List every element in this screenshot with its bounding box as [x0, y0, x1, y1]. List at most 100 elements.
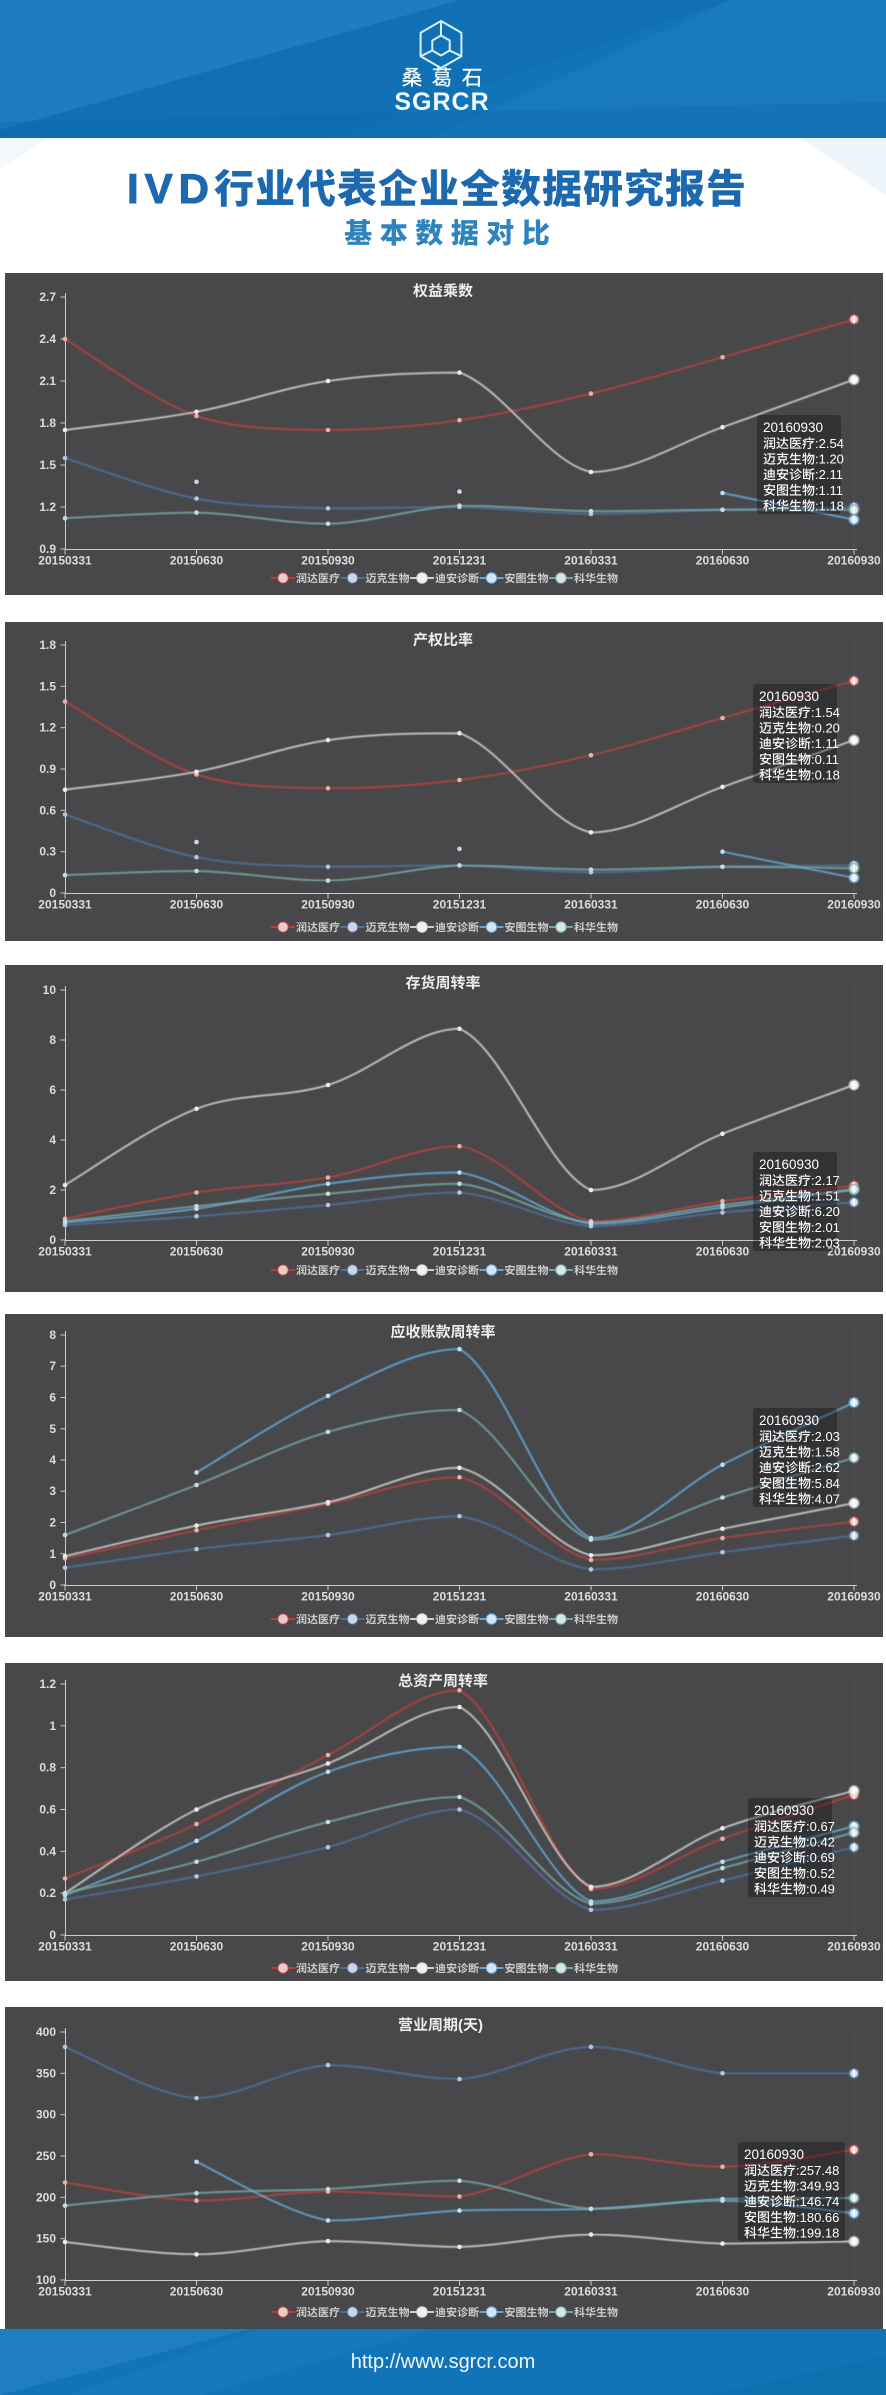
svg-text:20150930: 20150930 [301, 1940, 355, 1954]
svg-text:200: 200 [36, 2190, 56, 2204]
svg-text:20151231: 20151231 [433, 898, 487, 912]
svg-text:0.2: 0.2 [39, 1886, 56, 1900]
svg-text::0.67: :0.67 [806, 1819, 835, 1834]
svg-text:20160630: 20160630 [696, 898, 750, 912]
svg-text:20160930: 20160930 [759, 1157, 819, 1172]
svg-text::257.48: :257.48 [796, 2163, 839, 2178]
svg-text::2.03: :2.03 [811, 1235, 840, 1250]
svg-text:1.5: 1.5 [39, 679, 56, 693]
svg-text:20150930: 20150930 [301, 554, 355, 568]
svg-text:20150331: 20150331 [38, 2285, 92, 2299]
svg-text:20160930: 20160930 [759, 1413, 819, 1428]
svg-text::349.93: :349.93 [796, 2179, 839, 2194]
svg-text::0.18: :0.18 [811, 767, 840, 782]
svg-text:20160930: 20160930 [827, 1590, 881, 1604]
svg-text:20160930: 20160930 [744, 2147, 804, 2162]
svg-text:1: 1 [49, 1547, 56, 1561]
svg-text:20160331: 20160331 [564, 1940, 618, 1954]
svg-text::1.54: :1.54 [811, 705, 840, 720]
svg-text::2.62: :2.62 [811, 1460, 840, 1475]
svg-text::6.20: :6.20 [811, 1204, 840, 1219]
svg-text::0.52: :0.52 [806, 1866, 835, 1881]
svg-text:): ) [478, 2017, 483, 2034]
svg-text:0: 0 [49, 1578, 56, 1592]
svg-text:20160930: 20160930 [759, 689, 819, 704]
svg-text:350: 350 [36, 2066, 56, 2080]
svg-text::2.03: :2.03 [811, 1429, 840, 1444]
svg-text:20150331: 20150331 [38, 898, 92, 912]
svg-text:20160331: 20160331 [564, 898, 618, 912]
svg-text::0.69: :0.69 [806, 1850, 835, 1865]
svg-text::2.17: :2.17 [811, 1173, 840, 1188]
svg-text:0: 0 [49, 886, 56, 900]
svg-text:2: 2 [49, 1183, 56, 1197]
svg-text::2.01: :2.01 [811, 1220, 840, 1235]
svg-text:8: 8 [49, 1328, 56, 1342]
svg-text::0.11: :0.11 [811, 752, 839, 767]
svg-text::2.11: :2.11 [815, 467, 843, 482]
svg-text::1.18: :1.18 [815, 498, 844, 513]
svg-text:100: 100 [36, 2273, 56, 2287]
svg-text:20151231: 20151231 [433, 1940, 487, 1954]
svg-text::2.54: :2.54 [815, 436, 844, 451]
svg-text:0: 0 [49, 1233, 56, 1247]
svg-text::1.11: :1.11 [815, 483, 843, 498]
svg-text:5: 5 [49, 1422, 56, 1436]
svg-text:0.6: 0.6 [39, 1803, 56, 1817]
svg-text::0.49: :0.49 [806, 1881, 835, 1896]
svg-text:20160930: 20160930 [763, 420, 823, 435]
svg-text:1.2: 1.2 [39, 500, 56, 514]
svg-text:(: ( [458, 2017, 463, 2034]
svg-text:20150930: 20150930 [301, 1245, 355, 1259]
svg-text::4.07: :4.07 [811, 1491, 840, 1506]
svg-text:2: 2 [49, 1516, 56, 1530]
svg-text:150: 150 [36, 2232, 56, 2246]
svg-text:3: 3 [49, 1484, 56, 1498]
svg-text:0.4: 0.4 [39, 1844, 56, 1858]
svg-text:20150331: 20150331 [38, 1590, 92, 1604]
svg-text:20160630: 20160630 [696, 1940, 750, 1954]
svg-text:20160930: 20160930 [827, 554, 881, 568]
svg-text::1.58: :1.58 [811, 1445, 840, 1460]
svg-text::5.84: :5.84 [811, 1476, 840, 1491]
svg-text:20151231: 20151231 [433, 1245, 487, 1259]
svg-text:20150930: 20150930 [301, 1590, 355, 1604]
svg-text:20151231: 20151231 [433, 1590, 487, 1604]
svg-text:4: 4 [49, 1133, 56, 1147]
svg-text:0.3: 0.3 [39, 845, 56, 859]
svg-text:20151231: 20151231 [433, 2285, 487, 2299]
svg-text:20150630: 20150630 [170, 1590, 224, 1604]
svg-text:0.9: 0.9 [39, 542, 56, 556]
svg-text:20160930: 20160930 [827, 2285, 881, 2299]
svg-text::180.66: :180.66 [796, 2210, 839, 2225]
svg-text:20160331: 20160331 [564, 1245, 618, 1259]
svg-text:20160930: 20160930 [754, 1803, 814, 1818]
svg-text:20150630: 20150630 [170, 1940, 224, 1954]
svg-text:1.5: 1.5 [39, 458, 56, 472]
svg-text:IVD: IVD [127, 165, 215, 212]
svg-text:20150331: 20150331 [38, 1245, 92, 1259]
svg-text:8: 8 [49, 1033, 56, 1047]
svg-text::1.51: :1.51 [811, 1189, 840, 1204]
svg-text:1.2: 1.2 [39, 721, 56, 735]
svg-text:1.2: 1.2 [39, 1677, 56, 1691]
svg-text:20160930: 20160930 [827, 898, 881, 912]
svg-text:300: 300 [36, 2108, 56, 2122]
svg-text:20150331: 20150331 [38, 554, 92, 568]
svg-text:20160630: 20160630 [696, 1245, 750, 1259]
svg-text:250: 250 [36, 2149, 56, 2163]
svg-text:20150630: 20150630 [170, 554, 224, 568]
svg-text:0.8: 0.8 [39, 1761, 56, 1775]
svg-text::1.11: :1.11 [811, 736, 839, 751]
svg-text::1.20: :1.20 [815, 452, 844, 467]
svg-text:7: 7 [49, 1359, 56, 1373]
svg-text:20160630: 20160630 [696, 554, 750, 568]
svg-text:20160331: 20160331 [564, 554, 618, 568]
svg-text::146.74: :146.74 [796, 2194, 839, 2209]
svg-text:20150930: 20150930 [301, 2285, 355, 2299]
svg-text:20160331: 20160331 [564, 2285, 618, 2299]
svg-text:4: 4 [49, 1453, 56, 1467]
svg-text:6: 6 [49, 1083, 56, 1097]
svg-text:0.6: 0.6 [39, 803, 56, 817]
svg-text:20150630: 20150630 [170, 1245, 224, 1259]
